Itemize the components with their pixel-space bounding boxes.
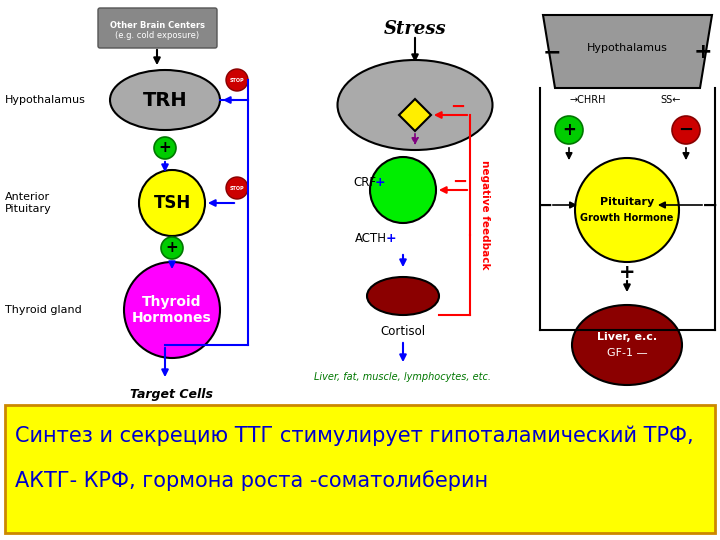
Circle shape: [154, 137, 176, 159]
Text: +: +: [618, 262, 635, 281]
Text: Target Cells: Target Cells: [130, 388, 214, 401]
Circle shape: [226, 69, 248, 91]
Text: АКТГ- КРФ, гормона роста -соматолиберин: АКТГ- КРФ, гормона роста -соматолиберин: [15, 470, 488, 491]
Text: Синтез и секрецию ТТГ стимулирует гипоталамический ТРФ,: Синтез и секрецию ТТГ стимулирует гипота…: [15, 425, 693, 446]
Text: −: −: [543, 42, 562, 62]
Text: −: −: [678, 121, 693, 139]
Circle shape: [672, 116, 700, 144]
Text: (e.g. cold exposure): (e.g. cold exposure): [115, 31, 199, 40]
Text: STOP: STOP: [230, 186, 244, 191]
Text: Thyroid gland: Thyroid gland: [5, 305, 82, 315]
Circle shape: [575, 158, 679, 262]
Text: Liver, fat, muscle, lymphocytes, etc.: Liver, fat, muscle, lymphocytes, etc.: [315, 372, 492, 382]
Text: TRH: TRH: [143, 91, 187, 110]
Text: +: +: [375, 176, 390, 188]
Text: Other Brain Centers: Other Brain Centers: [109, 21, 204, 30]
Ellipse shape: [110, 70, 220, 130]
Text: CRF: CRF: [353, 176, 376, 188]
Text: Cortisol: Cortisol: [380, 325, 426, 338]
Text: +: +: [693, 42, 712, 62]
Text: →CHRH: →CHRH: [570, 95, 606, 105]
FancyBboxPatch shape: [5, 405, 715, 533]
Polygon shape: [543, 15, 712, 88]
Text: TSH: TSH: [153, 194, 191, 212]
Text: +: +: [158, 140, 171, 156]
Ellipse shape: [367, 277, 439, 315]
Text: Thyroid: Thyroid: [143, 295, 202, 309]
Polygon shape: [399, 99, 431, 131]
Text: negative feedback: negative feedback: [480, 160, 490, 270]
Text: GF-1 —: GF-1 —: [607, 348, 647, 358]
Text: STOP: STOP: [230, 78, 244, 83]
Text: +: +: [386, 232, 397, 245]
Text: Stress: Stress: [384, 20, 446, 38]
Circle shape: [370, 157, 436, 223]
Text: −: −: [451, 98, 466, 116]
Circle shape: [139, 170, 205, 236]
Ellipse shape: [338, 60, 492, 150]
Circle shape: [124, 262, 220, 358]
Circle shape: [161, 237, 183, 259]
Text: Hypothalamus: Hypothalamus: [5, 95, 86, 105]
Circle shape: [226, 177, 248, 199]
Text: −: −: [702, 195, 718, 214]
Circle shape: [555, 116, 583, 144]
Text: Hormones: Hormones: [132, 311, 212, 325]
Text: Growth Hormone: Growth Hormone: [580, 213, 674, 223]
Text: +: +: [166, 240, 179, 255]
Text: Liver, e.c.: Liver, e.c.: [597, 332, 657, 342]
Text: −: −: [452, 173, 467, 191]
Text: Pituitary: Pituitary: [600, 197, 654, 207]
Text: Hypothalamus: Hypothalamus: [587, 43, 667, 53]
Text: Anterior
Pituitary: Anterior Pituitary: [5, 192, 52, 214]
Text: ACTH: ACTH: [355, 232, 387, 245]
FancyBboxPatch shape: [98, 8, 217, 48]
Text: +: +: [562, 121, 576, 139]
Ellipse shape: [572, 305, 682, 385]
Text: −: −: [537, 195, 553, 214]
Text: SS←: SS←: [660, 95, 680, 105]
